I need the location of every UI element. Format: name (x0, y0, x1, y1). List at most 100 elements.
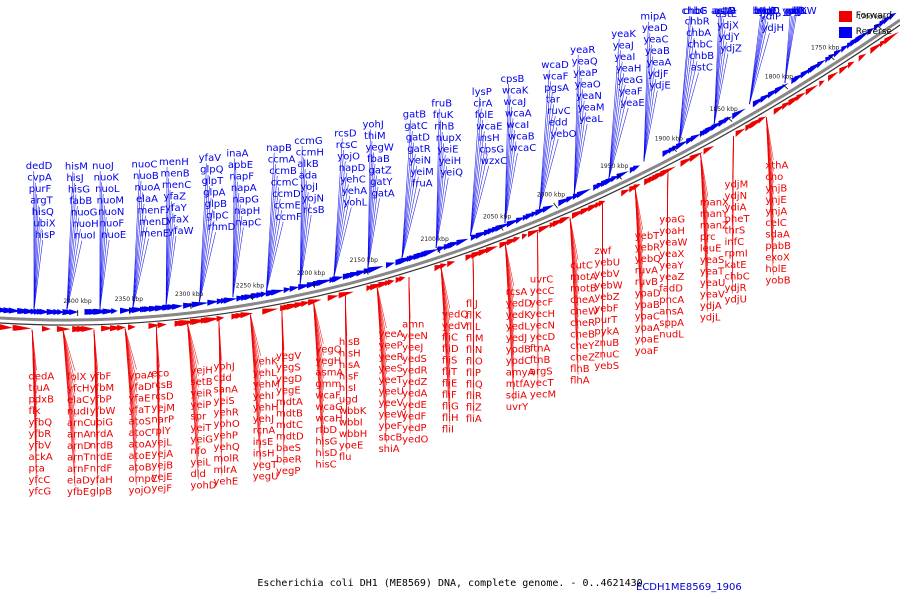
forward-gene-label[interactable]: yeiT (190, 423, 212, 434)
forward-gene-label[interactable]: wbbI (339, 418, 363, 429)
forward-gene-label[interactable]: uvrY (506, 402, 529, 413)
forward-gene-label[interactable]: ftnB (530, 355, 551, 366)
reverse-gene-label[interactable]: argT (30, 196, 53, 207)
forward-gene-label[interactable]: yehL (253, 368, 277, 379)
forward-gene-label[interactable]: manZ (700, 221, 729, 232)
forward-gene-label[interactable]: rcsB (151, 380, 173, 391)
forward-gene-label[interactable]: yejM (151, 403, 174, 414)
reverse-gene-label[interactable]: mipA (640, 12, 666, 23)
forward-gene-label[interactable]: yfaH (90, 475, 113, 486)
forward-gene-label[interactable]: arnC (67, 418, 90, 429)
forward-gene-label[interactable]: fliL (466, 322, 481, 333)
forward-gene-label[interactable]: holE (765, 264, 787, 275)
reverse-gene-label[interactable]: ccmB (269, 166, 297, 177)
forward-gene-label[interactable]: yecC (530, 286, 555, 297)
reverse-gene-label[interactable]: yeaA (646, 58, 671, 69)
forward-gene-label[interactable]: narP (151, 414, 174, 425)
reverse-gene-label[interactable]: ccmG (294, 136, 323, 147)
forward-gene-label[interactable]: cdd (214, 373, 232, 384)
forward-gene-label[interactable]: pdxB (28, 395, 54, 406)
reverse-gene-label[interactable]: yegW (365, 142, 393, 153)
reverse-gene-label[interactable]: gatD (406, 133, 430, 144)
forward-gene-label[interactable]: amyA (506, 367, 535, 378)
reverse-gene-label[interactable]: nuoL (95, 184, 120, 195)
forward-gene-label[interactable]: yoaA (635, 323, 660, 334)
forward-gene-label[interactable]: cheA (570, 295, 595, 306)
forward-gene-label[interactable]: hisD (315, 448, 337, 459)
reverse-gene-label[interactable]: rcsC (336, 140, 358, 151)
forward-gene-label[interactable]: yegE (276, 386, 301, 397)
forward-gene-label[interactable]: folX (67, 372, 86, 383)
forward-gene-label[interactable]: yfbR (28, 429, 51, 440)
forward-gene-label[interactable]: yeeW (378, 409, 406, 420)
reverse-gene-label[interactable]: nlpC (757, 6, 779, 17)
forward-gene-label[interactable]: pykA (594, 327, 619, 338)
forward-gene-label[interactable]: shiA (378, 444, 399, 455)
forward-gene-label[interactable]: fliG (442, 402, 459, 413)
forward-gene-label[interactable]: yeeA (378, 329, 403, 340)
forward-gene-label[interactable]: ypaA (129, 370, 154, 381)
reverse-gene-label[interactable]: astA (711, 6, 733, 17)
reverse-gene-label[interactable]: ccmH (296, 148, 324, 159)
forward-gene-label[interactable]: yegS (276, 363, 301, 374)
forward-gene-label[interactable]: fliT (442, 367, 458, 378)
forward-gene-label[interactable]: znuB (594, 338, 619, 349)
forward-gene-label[interactable]: yoaC (635, 311, 660, 322)
reverse-gene-label[interactable]: yebO (550, 129, 576, 140)
forward-gene-label[interactable]: rpmI (725, 249, 748, 260)
forward-gene-label[interactable]: katE (725, 260, 747, 271)
forward-gene-label[interactable]: yfbP (90, 395, 112, 406)
forward-gene-label[interactable]: yehP (214, 431, 238, 442)
forward-gene-label[interactable]: cheY (570, 341, 595, 352)
reverse-gene-label[interactable]: ydjH (761, 23, 784, 34)
reverse-gene-label[interactable]: yeaC (643, 35, 668, 46)
reverse-gene-label[interactable]: gatA (371, 188, 394, 199)
forward-gene-label[interactable]: ydjR (725, 283, 747, 294)
reverse-gene-label[interactable]: yeaQ (572, 56, 598, 67)
reverse-gene-label[interactable]: fbaB (367, 154, 390, 165)
forward-gene-label[interactable]: molR (214, 454, 240, 465)
forward-gene-label[interactable]: nudL (659, 330, 684, 341)
forward-gene-label[interactable]: yfbQ (28, 418, 52, 429)
forward-gene-label[interactable]: wbbH (339, 429, 367, 440)
forward-gene-label[interactable]: asmA (315, 368, 343, 379)
reverse-gene-label[interactable]: chbR (685, 17, 710, 28)
forward-gene-label[interactable]: rcsA (506, 287, 528, 298)
forward-gene-label[interactable]: fliM (466, 333, 484, 344)
reverse-gene-label[interactable]: nuoF (100, 219, 125, 230)
reverse-gene-label[interactable]: yohJ (362, 119, 383, 130)
forward-gene-label[interactable]: yeeJ (402, 343, 423, 354)
forward-gene-label[interactable]: yfaE (129, 393, 151, 404)
reverse-gene-label[interactable]: astE (715, 9, 737, 20)
reverse-gene-label[interactable]: yeaR (570, 45, 595, 56)
forward-gene-label[interactable]: motA (570, 272, 597, 283)
reverse-gene-label[interactable]: napD (339, 163, 366, 174)
forward-gene-label[interactable]: yegV (276, 351, 301, 362)
forward-gene-label[interactable]: sppA (659, 318, 684, 329)
forward-gene-label[interactable]: flhA (570, 376, 590, 387)
reverse-gene-label[interactable]: ydjK (785, 6, 807, 17)
forward-gene-label[interactable]: fliJ (466, 299, 478, 310)
reverse-gene-label[interactable]: fruA (412, 179, 433, 190)
reverse-gene-label[interactable]: yfaY (165, 203, 188, 214)
forward-gene-label[interactable]: ruvB (635, 277, 658, 288)
reverse-gene-label[interactable]: dedD (26, 161, 53, 172)
reverse-gene-label[interactable]: menC (162, 180, 191, 191)
forward-gene-label[interactable]: yodB (506, 344, 531, 355)
reverse-gene-label[interactable]: hisQ (32, 207, 54, 218)
forward-gene-label[interactable]: yeiS (214, 396, 235, 407)
reverse-gene-label[interactable]: wcaE (476, 121, 502, 132)
reverse-gene-label[interactable]: wzxC (481, 156, 507, 167)
reverse-gene-label[interactable]: nuoH (72, 219, 98, 230)
forward-gene-label[interactable]: baeR (276, 455, 302, 466)
reverse-gene-label[interactable]: ydjF (648, 69, 669, 80)
forward-gene-label[interactable]: hisA (339, 360, 360, 371)
forward-gene-label[interactable]: leuE (700, 244, 722, 255)
reverse-gene-label[interactable]: gatC (404, 121, 427, 132)
forward-gene-label[interactable]: yegT (253, 460, 278, 471)
forward-gene-label[interactable]: ruvA (635, 265, 658, 276)
reverse-gene-label[interactable]: astD (712, 6, 735, 17)
forward-gene-label[interactable]: amn (402, 320, 424, 331)
reverse-gene-label[interactable]: menB (161, 168, 190, 179)
reverse-gene-label[interactable]: yeiN (409, 156, 431, 167)
